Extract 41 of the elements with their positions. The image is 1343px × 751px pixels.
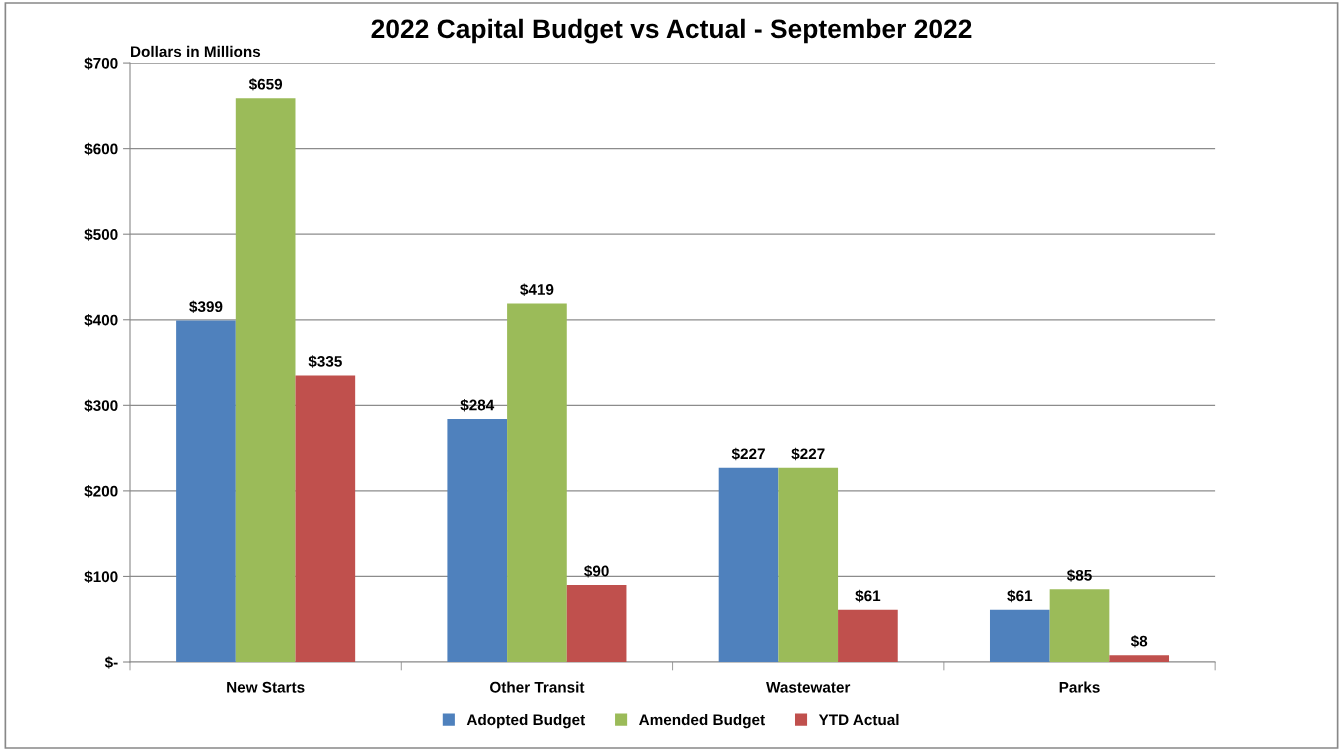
data-label: $8 <box>1130 635 1148 648</box>
bar <box>235 98 296 663</box>
data-label: $61 <box>1007 589 1033 603</box>
y-tick-label: $600 <box>84 142 118 156</box>
bar <box>447 419 508 663</box>
y-axis-title: Dollars in Millions <box>131 45 261 58</box>
y-tick-label: $200 <box>84 485 118 498</box>
data-label: $85 <box>1066 569 1092 582</box>
y-tick-label: $700 <box>84 57 118 70</box>
x-tick-label: New Starts <box>227 681 305 693</box>
y-tick-label: $300 <box>84 399 118 412</box>
data-label: $335 <box>308 355 342 368</box>
bar <box>989 609 1050 663</box>
bar <box>838 609 898 663</box>
bar <box>566 585 627 663</box>
bar <box>176 320 236 663</box>
data-label: $227 <box>791 447 825 461</box>
data-label: $419 <box>520 283 554 296</box>
x-tick-label: Wastewater <box>766 682 851 693</box>
y-tick-label: $500 <box>84 228 118 241</box>
bar <box>718 467 779 663</box>
x-tick-label: Other Transit <box>490 681 585 693</box>
data-label: $61 <box>855 589 881 603</box>
legend-label: Amended Budget <box>639 713 765 729</box>
data-label: $659 <box>248 78 283 91</box>
x-tick-label: Parks <box>1059 681 1100 693</box>
bar <box>1049 589 1110 663</box>
bar <box>507 303 567 663</box>
legend-label: YTD Actual <box>818 713 899 726</box>
chart-title: 2022 Capital Budget vs Actual - September 2022 <box>371 18 972 44</box>
bar <box>778 467 839 663</box>
legend-label: Adopted Budget <box>466 713 586 729</box>
data-label: $90 <box>584 564 609 578</box>
data-label: $399 <box>189 300 223 314</box>
y-tick-label: $100 <box>84 570 118 584</box>
data-label: $227 <box>731 447 765 461</box>
y-tick-label: $- <box>104 656 118 669</box>
bar <box>1109 655 1170 663</box>
bar <box>295 375 356 663</box>
data-label: $284 <box>460 398 495 412</box>
y-tick-label: $400 <box>84 313 118 327</box>
